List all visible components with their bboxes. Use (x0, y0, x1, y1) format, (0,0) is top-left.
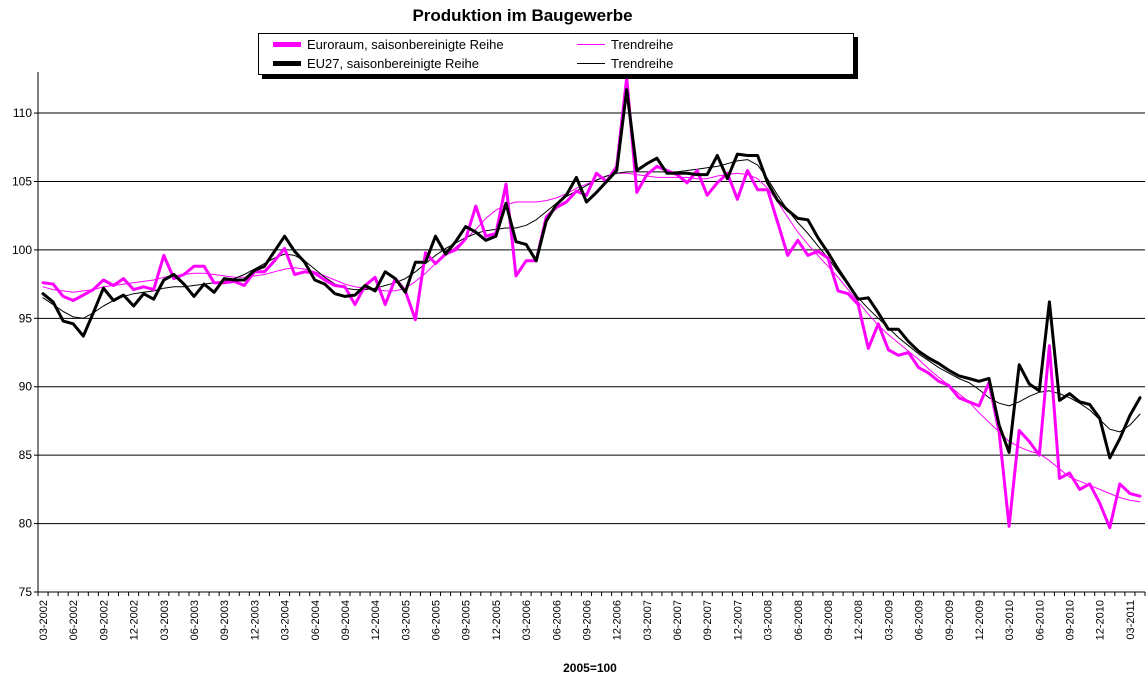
legend-swatch-eu27-trend (577, 62, 605, 64)
legend-label-euroraum-trend: Trendreihe (611, 36, 674, 52)
x-tick-label: 12-2008 (853, 600, 865, 640)
y-tick-label: 95 (19, 311, 33, 325)
x-tick-label: 06-2007 (672, 600, 684, 640)
x-tick-label: 06-2010 (1034, 600, 1046, 640)
x-tick-label: 12-2004 (370, 600, 382, 640)
y-tick-label: 110 (13, 106, 32, 120)
gridlines (38, 112, 1145, 525)
x-tick-label: 03-2002 (38, 600, 50, 640)
series-lines (41, 76, 1142, 530)
x-axis-ticks: 03-2002 06-2002 09-2002 12-2002 03-2003 06-20… (37, 592, 1146, 640)
x-tick-label: 12-2003 (249, 600, 261, 640)
x-tick-label: 09-2005 (461, 600, 473, 640)
x-axis-caption: 2005=100 (563, 661, 617, 675)
y-tick-label: 90 (19, 380, 33, 394)
x-tick-label: 03-2011 (1125, 600, 1137, 640)
x-tick-label: 03-2006 (521, 600, 533, 640)
series-line-0 (41, 76, 1142, 530)
y-tick-label: 105 (12, 174, 32, 188)
series-line-1 (42, 172, 1141, 503)
legend-item-euroraum-trend: Trendreihe (577, 35, 673, 53)
legend-label-eu27: EU27, saisonbereinigte Reihe (307, 55, 479, 71)
x-tick-label: 09-2008 (823, 600, 835, 640)
legend-swatch-euroraum-trend (577, 43, 605, 45)
x-tick-label: 03-2007 (642, 600, 654, 640)
x-tick-label: 06-2003 (189, 600, 201, 640)
x-tick-label: 03-2008 (763, 600, 775, 640)
x-tick-label: 03-2004 (280, 600, 292, 640)
x-tick-label: 12-2010 (1095, 600, 1107, 640)
x-tick-label: 03-2003 (159, 600, 171, 640)
x-tick-label: 12-2002 (129, 600, 141, 640)
x-tick-label: 06-2008 (793, 600, 805, 640)
legend-item-eu27: EU27, saisonbereinigte Reihe (273, 54, 479, 72)
y-tick-label: 80 (19, 517, 33, 531)
series-line-3 (42, 159, 1141, 433)
legend-label-euroraum: Euroraum, saisonbereinigte Reihe (307, 36, 504, 52)
x-tick-label: 09-2009 (944, 600, 956, 640)
x-tick-label: 06-2004 (310, 600, 322, 640)
x-tick-label: 06-2002 (68, 600, 80, 640)
x-tick-label: 09-2003 (219, 600, 231, 640)
x-tick-label: 09-2004 (340, 600, 352, 640)
y-tick-label: 100 (12, 243, 32, 257)
legend-item-eu27-trend: Trendreihe (577, 54, 673, 72)
series-line-2 (41, 88, 1142, 460)
x-tick-label: 12-2009 (974, 600, 986, 640)
x-tick-label: 12-2006 (612, 600, 624, 640)
x-tick-label: 06-2005 (431, 600, 443, 640)
x-tick-label: 06-2006 (551, 600, 563, 640)
x-tick-label: 09-2007 (702, 600, 714, 640)
x-tick-label: 09-2002 (98, 600, 110, 640)
axes (37, 72, 1145, 593)
x-tick-label: 03-2005 (400, 600, 412, 640)
legend-swatch-eu27 (273, 60, 301, 66)
legend-swatch-euroraum (273, 41, 301, 47)
x-tick-label: 12-2007 (732, 600, 744, 640)
chart-title: Produktion im Baugewerbe (412, 6, 633, 25)
x-tick-label: 06-2009 (914, 600, 926, 640)
x-tick-label: 09-2006 (581, 600, 593, 640)
legend: Euroraum, saisonbereinigte Reihe Trendre… (258, 33, 854, 75)
x-tick-label: 12-2005 (491, 600, 503, 640)
legend-item-euroraum: Euroraum, saisonbereinigte Reihe (273, 35, 504, 53)
x-tick-label: 09-2010 (1065, 600, 1077, 640)
legend-label-eu27-trend: Trendreihe (611, 55, 674, 71)
y-tick-label: 85 (19, 448, 33, 462)
x-tick-label: 03-2010 (1004, 600, 1016, 640)
x-tick-label: 03-2009 (883, 600, 895, 640)
y-axis-ticks: 75 80 85 90 95 100 105 110 (12, 106, 38, 599)
y-tick-label: 75 (19, 585, 33, 599)
